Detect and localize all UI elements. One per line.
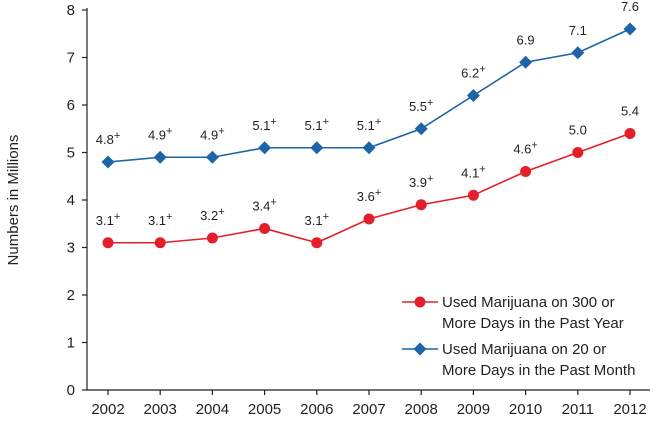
data-point (414, 122, 428, 136)
data-point (572, 147, 584, 158)
data-label: 5.4 (621, 104, 639, 119)
series-layer: 3.1+ 3.1+ 3.2+ 3.4+ 3.1+ 3.6+ 3.9+ 4.1+ 4.6+ 5.0 5… (96, 0, 639, 249)
y-tick-label: 6 (67, 97, 75, 114)
x-tick-label: 2002 (91, 401, 124, 418)
y-tick-label: 7 (67, 50, 75, 67)
data-label: 3.1+ (148, 211, 173, 228)
data-label: 3.4+ (252, 197, 277, 214)
legend-marker (413, 342, 427, 356)
data-point (520, 166, 532, 177)
y-tick-label: 5 (67, 145, 75, 162)
x-tick-label: 2010 (509, 401, 542, 418)
data-point (519, 55, 533, 69)
data-label: 3.9+ (409, 173, 434, 190)
x-tick-label: 2003 (144, 401, 177, 418)
data-label: 4.9+ (200, 125, 225, 142)
legend-item-2: Used Marijuana on 20 or More Days in the … (402, 341, 635, 379)
data-label: 5.5+ (409, 97, 434, 114)
legend-label: More Days in the Past Month (442, 362, 635, 379)
data-label: 4.6+ (513, 140, 538, 157)
data-point (310, 141, 324, 155)
x-tick-label: 2005 (248, 401, 281, 418)
x-tick-label: 2012 (613, 401, 646, 418)
y-tick-label: 8 (67, 2, 75, 19)
data-label: 3.6+ (357, 187, 382, 204)
data-point (624, 128, 636, 139)
y-tick-label: 4 (67, 192, 75, 209)
data-point (363, 213, 375, 225)
axes: 0 1 2 3 4 5 6 7 8 2002 2003 2004 2005 2006 2007 2008 200… (67, 2, 650, 418)
series-2: 4.8+ 4.9+ 4.9+ 5.1+ 5.1+ 5.1+ 5.5+ 6.2+ 6.9 7.1 7.… (96, 0, 639, 169)
data-point (258, 141, 272, 155)
data-label: 6.9 (517, 32, 535, 47)
x-tick-label: 2006 (300, 401, 333, 418)
data-label: 5.1+ (252, 116, 277, 133)
legend: Used Marijuana on 300 or More Days in the… (402, 294, 635, 379)
data-point (415, 199, 427, 211)
legend-item-1: Used Marijuana on 300 or More Days in the… (402, 294, 624, 332)
y-tick-label: 3 (67, 240, 75, 257)
data-label: 5.1+ (357, 116, 382, 133)
legend-label: Used Marijuana on 300 or (442, 294, 615, 311)
x-tick-label: 2009 (457, 401, 490, 418)
data-label: 3.1+ (96, 211, 121, 228)
x-tick-label: 2011 (562, 401, 594, 418)
data-point (206, 232, 218, 244)
x-tick-label: 2007 (352, 401, 385, 418)
data-label: 4.8+ (96, 130, 121, 147)
legend-label: Used Marijuana on 20 or (442, 341, 606, 358)
x-tick-label: 2008 (405, 401, 438, 418)
data-point (102, 237, 114, 249)
data-point (466, 89, 480, 102)
data-label: 6.2+ (461, 64, 486, 81)
data-point (467, 189, 479, 201)
y-axis-label: Numbers in Millions (5, 135, 22, 266)
data-point (571, 46, 585, 60)
y-tick-label: 2 (67, 287, 75, 304)
data-point (362, 141, 376, 155)
data-point (153, 150, 167, 164)
data-point (205, 150, 219, 164)
x-tick-label: 2004 (196, 401, 229, 418)
data-label: 3.1+ (305, 211, 330, 228)
data-label: 5.0 (569, 123, 587, 138)
data-point (311, 237, 323, 249)
legend-label: More Days in the Past Year (442, 315, 624, 332)
data-point (154, 237, 166, 249)
data-point (623, 22, 637, 36)
data-label: 4.1+ (461, 163, 486, 180)
data-label: 7.6 (621, 0, 639, 14)
data-label: 3.2+ (200, 206, 225, 223)
data-label: 7.1 (569, 23, 587, 38)
legend-marker (414, 296, 426, 308)
data-label: 4.9+ (148, 125, 173, 142)
y-tick-label: 0 (67, 382, 75, 399)
y-tick-label: 1 (67, 335, 75, 352)
data-point (259, 223, 271, 234)
data-point (101, 155, 115, 169)
data-label: 5.1+ (305, 116, 330, 133)
